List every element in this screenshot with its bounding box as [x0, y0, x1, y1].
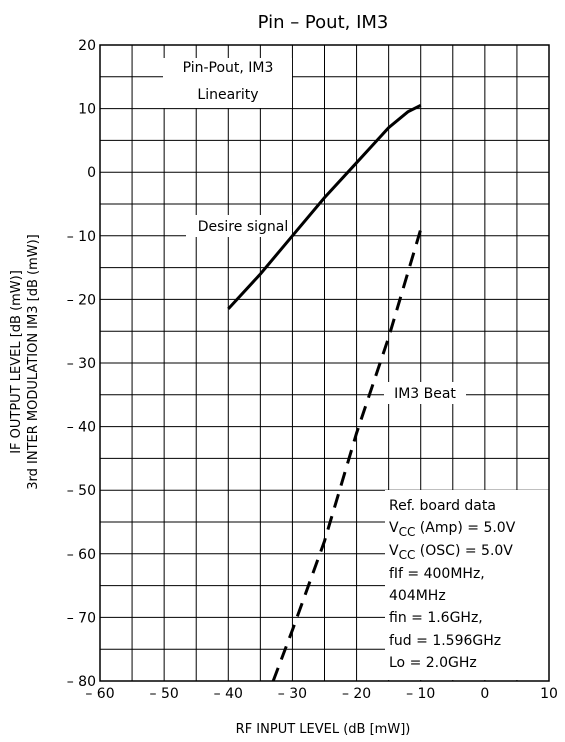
annotation-desire-signal: Desire signal [198, 219, 289, 235]
y-axis-label-line2: 3rd INTER MODULATION IM3 [dB (mW)] [26, 234, 41, 489]
annotation-bg-desire [186, 215, 292, 237]
y-tick-label: – 20 [67, 292, 96, 308]
note-box [385, 490, 549, 680]
annotation-im3-beat: IM3 Beat [394, 386, 456, 402]
y-tick-label: – 10 [67, 229, 96, 245]
y-tick-label: – 70 [67, 610, 96, 626]
x-tick-label: – 60 [85, 686, 114, 702]
annotation-linearity: Linearity [197, 87, 258, 103]
note-line-4: fIf = 400MHz, [389, 566, 485, 582]
y-tick-label: 20 [78, 38, 96, 54]
x-tick-label: – 10 [406, 686, 435, 702]
x-tick-label: – 30 [278, 686, 307, 702]
reference-note: Ref. board data VCC (Amp) = 5.0V VCC (OS… [389, 498, 516, 671]
note-line-2: VCC (Amp) = 5.0V [389, 520, 516, 539]
y-tick-label: – 80 [67, 674, 96, 690]
y-tick-label: – 50 [67, 483, 96, 499]
y-tick-label: – 30 [67, 356, 96, 372]
annotation-bg-im3 [384, 382, 466, 404]
note-line-5: 404MHz [389, 588, 446, 604]
note-line-8: Lo = 2.0GHz [389, 655, 477, 671]
note-line-7: fud = 1.596GHz [389, 633, 501, 649]
note-line-6: fin = 1.6GHz, [389, 610, 483, 626]
series-line-im3-beat [271, 228, 423, 682]
x-tick-label: – 40 [214, 686, 243, 702]
plot-frame [99, 44, 550, 682]
y-axis-label-line1: IF OUTPUT LEVEL [dB (mW)] [9, 270, 24, 454]
y-tick-label: – 60 [67, 547, 96, 563]
note-line-1: Ref. board data [389, 498, 496, 514]
y-tick-label: 0 [87, 165, 96, 181]
axis-ticks: – 60 – 50 – 40 – 30 – 20 – 10 0 10 20 10 0 – 10 – 20… [67, 38, 558, 702]
series-line-desire-signal [227, 104, 422, 310]
x-tick-label: 0 [480, 686, 489, 702]
annotation-pin-pout: Pin-Pout, IM3 [183, 60, 274, 76]
note-line-3: VCC (OSC) = 5.0V [389, 543, 513, 562]
y-tick-label: – 40 [67, 420, 96, 436]
x-tick-label: – 20 [342, 686, 371, 702]
x-tick-label: – 50 [150, 686, 179, 702]
annotation-bg-pin-pout [163, 58, 292, 108]
x-tick-label: 10 [540, 686, 558, 702]
series-group [227, 104, 423, 682]
chart-title: Pin – Pout, IM3 [258, 12, 389, 33]
y-tick-label: 10 [78, 102, 96, 118]
x-axis-label: RF INPUT LEVEL (dB [mW]) [236, 722, 411, 737]
